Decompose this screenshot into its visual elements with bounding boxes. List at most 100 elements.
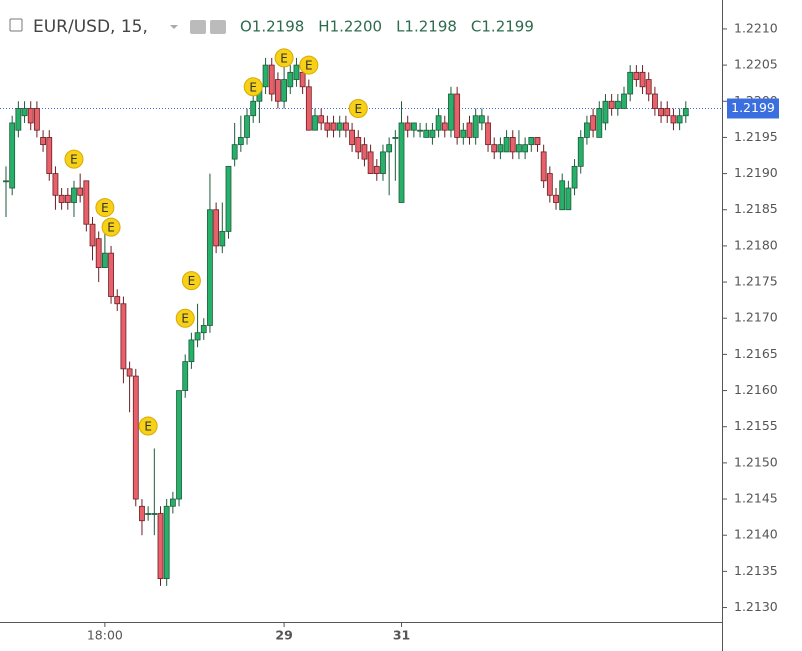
eye-icon[interactable] bbox=[190, 20, 206, 34]
dropdown-icon[interactable] bbox=[170, 25, 178, 29]
candle-body bbox=[182, 361, 189, 391]
event-marker bbox=[175, 308, 195, 328]
candle-body bbox=[95, 238, 102, 269]
event-label: E bbox=[305, 59, 313, 73]
candle-body bbox=[522, 144, 529, 153]
candle-body bbox=[429, 129, 436, 138]
candle-body bbox=[472, 115, 479, 138]
last-price-badge bbox=[727, 98, 779, 119]
event-marker bbox=[95, 198, 115, 218]
candle-body bbox=[577, 137, 584, 167]
candle-body bbox=[528, 137, 535, 146]
event-label: E bbox=[280, 51, 288, 65]
candle-body bbox=[645, 79, 652, 95]
y-tick-label: 1.2190 bbox=[734, 165, 778, 180]
candle-body bbox=[250, 100, 257, 117]
settings-icon[interactable] bbox=[210, 20, 226, 34]
candle-body bbox=[540, 151, 547, 182]
y-tick-label: 1.2185 bbox=[734, 201, 778, 216]
candle-body bbox=[145, 513, 152, 515]
candle-body bbox=[503, 137, 510, 153]
event-label: E bbox=[144, 419, 152, 433]
event-label: E bbox=[70, 153, 78, 167]
candle-body bbox=[58, 194, 65, 203]
candle-body bbox=[590, 115, 596, 131]
candle-body bbox=[268, 64, 275, 95]
candle-body bbox=[565, 187, 572, 211]
event-marker bbox=[138, 416, 158, 436]
collapse-icon[interactable] bbox=[9, 18, 23, 32]
candle-body bbox=[3, 180, 9, 183]
last-price-label: 1.2199 bbox=[731, 100, 775, 115]
candle-body bbox=[34, 108, 40, 131]
candle-body bbox=[392, 137, 399, 139]
candle-body bbox=[213, 209, 220, 247]
candle-body bbox=[126, 368, 133, 377]
event-marker bbox=[101, 217, 121, 237]
candle-body bbox=[83, 180, 90, 225]
candle-body bbox=[454, 93, 461, 138]
candle-body bbox=[410, 122, 417, 131]
event-marker bbox=[274, 48, 294, 68]
candle-body bbox=[157, 513, 164, 580]
event-marker bbox=[348, 98, 368, 118]
candle-body bbox=[559, 180, 566, 211]
event-marker bbox=[243, 77, 263, 97]
candle-body bbox=[305, 86, 312, 131]
candle-body bbox=[9, 122, 16, 189]
candle-body bbox=[299, 71, 306, 88]
candle-body bbox=[608, 100, 615, 109]
candle-body bbox=[367, 151, 374, 174]
candle-body bbox=[676, 115, 683, 124]
event-label: E bbox=[249, 80, 257, 94]
candle-body bbox=[200, 325, 207, 334]
candle-body bbox=[169, 498, 176, 507]
y-tick-label: 1.2145 bbox=[734, 491, 778, 506]
candle-body bbox=[596, 108, 603, 138]
candle-body bbox=[373, 165, 380, 174]
candle-body bbox=[225, 165, 232, 232]
candle-body bbox=[633, 71, 640, 80]
candle-body bbox=[132, 375, 139, 500]
candle-body bbox=[46, 137, 53, 174]
candle-body bbox=[355, 137, 362, 153]
candle-body bbox=[64, 194, 71, 203]
candle-body bbox=[21, 108, 28, 117]
ohlc-value: H1.2200 bbox=[318, 18, 382, 36]
candle-body bbox=[627, 71, 634, 95]
candle-body bbox=[219, 231, 226, 247]
candle-body bbox=[342, 122, 349, 131]
candle-body bbox=[639, 71, 646, 88]
event-label: E bbox=[181, 312, 189, 326]
candle-body bbox=[120, 303, 127, 370]
y-tick-label: 1.2195 bbox=[734, 129, 778, 144]
candle-body bbox=[534, 137, 541, 146]
event-marker bbox=[299, 55, 319, 75]
y-tick-label: 1.2205 bbox=[734, 57, 778, 72]
y-tick-label: 1.2135 bbox=[734, 563, 778, 578]
event-marker bbox=[181, 271, 201, 291]
candle-body bbox=[466, 122, 473, 138]
event-marker bbox=[64, 149, 84, 169]
event-label: E bbox=[101, 201, 109, 215]
candle-body bbox=[71, 187, 77, 203]
candle-body bbox=[441, 122, 448, 131]
y-tick-label: 1.2150 bbox=[734, 454, 778, 469]
candle-body bbox=[139, 505, 145, 522]
candle-body bbox=[108, 252, 114, 297]
event-label: E bbox=[188, 274, 196, 288]
candle-body bbox=[509, 137, 516, 153]
candle-body bbox=[163, 505, 170, 580]
ohlc-value: L1.2198 bbox=[396, 18, 457, 36]
y-tick-label: 1.2210 bbox=[734, 20, 778, 35]
candle-body bbox=[553, 194, 559, 203]
y-tick-label: 1.2130 bbox=[734, 599, 778, 614]
candle-body bbox=[478, 115, 485, 124]
y-tick-label: 1.2160 bbox=[734, 382, 778, 397]
ohlc-value: O1.2198 bbox=[240, 18, 304, 36]
candle-body bbox=[237, 137, 244, 146]
candle-body bbox=[571, 165, 578, 189]
candle-body bbox=[460, 129, 467, 138]
